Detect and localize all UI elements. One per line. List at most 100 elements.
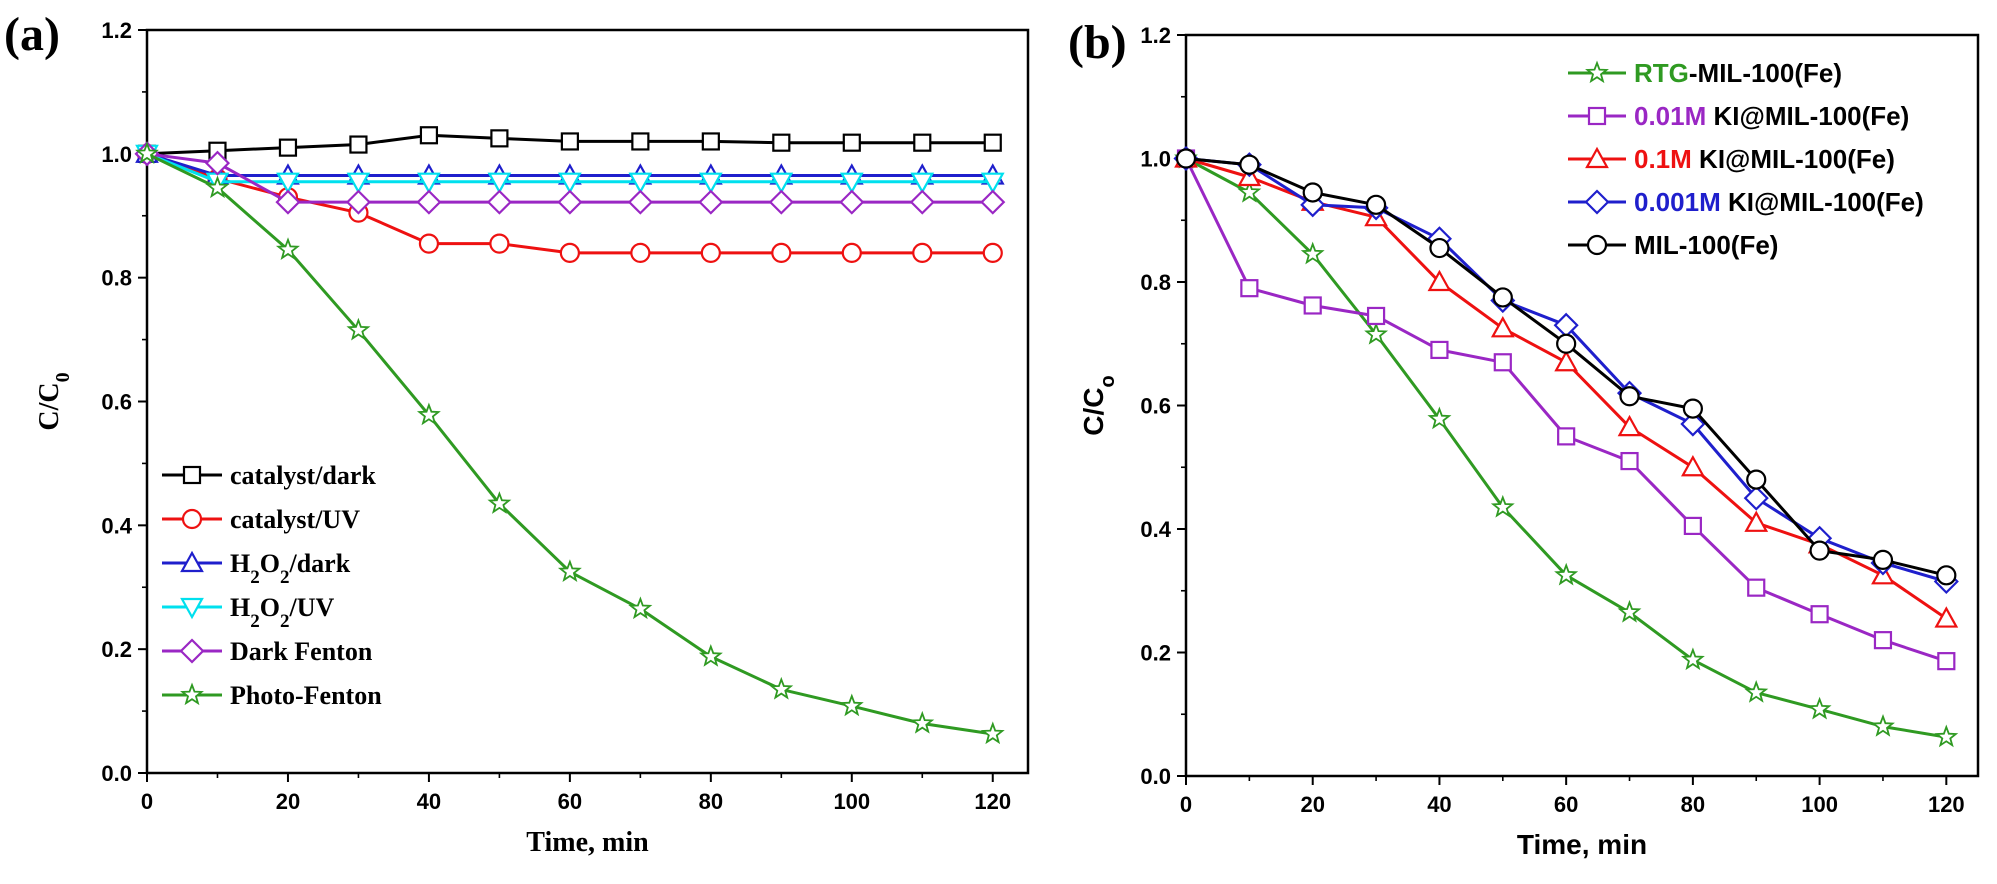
data-point (701, 132, 720, 151)
data-point (1936, 565, 1957, 586)
y-tick-label: 0.8 (101, 266, 132, 291)
y-tick-label: 1.0 (1140, 147, 1171, 172)
data-point (416, 402, 441, 426)
data-point (205, 175, 230, 199)
legend-marker (180, 597, 204, 620)
legend: RTG-MIL-100(Fe) 0.01M KI@MIL-100(Fe) 0.1M … (1568, 58, 1924, 260)
data-point (1744, 680, 1769, 703)
data-point (1619, 386, 1640, 407)
series-dark-fenton (134, 141, 1006, 215)
legend-marker (180, 550, 204, 573)
legend-label: 0.01M KI@MIL-100(Fe) (1634, 101, 1909, 131)
legend-entry: Dark Fenton (162, 637, 373, 666)
legend-entry: catalyst/dark (162, 461, 376, 490)
data-point (839, 693, 864, 717)
data-point (1872, 549, 1894, 570)
data-point (627, 189, 653, 215)
data-point (1743, 485, 1769, 511)
x-tick-label: 60 (1554, 792, 1578, 817)
data-point (980, 189, 1006, 215)
panel-b: (b) 0 20 40 60 80 100 120 0.0 0.2 0.4 0.6 0.8 1.0 1.2 T… (1068, 16, 1980, 860)
data-point (1175, 148, 1197, 169)
data-point (1556, 333, 1577, 354)
data-point (1617, 414, 1642, 437)
y-tick-label: 1.2 (1140, 23, 1171, 48)
x-tick-label: 0 (141, 789, 153, 814)
axis-ticks: 0 20 40 60 80 100 120 0.0 0.2 0.4 0.6 0.8 1.0 1.2 (101, 18, 1011, 814)
data-point (1746, 469, 1767, 490)
data-point (1364, 321, 1389, 345)
x-tick-label: 80 (1681, 792, 1705, 817)
data-point (910, 172, 935, 194)
legend-label: MIL-100(Fe) (1634, 230, 1778, 260)
legend-entry: H2O2/UV (162, 593, 334, 632)
x-axis-label: Time, min (1517, 829, 1647, 860)
x-tick-label: 0 (1180, 792, 1192, 817)
data-point (1683, 516, 1702, 536)
series-0-01m-ki-mil-100-fe- (1176, 149, 1956, 671)
data-point (631, 132, 650, 151)
data-point (983, 133, 1002, 152)
data-point (559, 242, 580, 263)
legend-label: catalyst/UV (230, 505, 360, 534)
data-point (1490, 316, 1515, 338)
series-line (1184, 157, 1947, 663)
data-point (912, 242, 933, 263)
y-tick-label: 0.0 (1140, 764, 1171, 789)
legend-entry: 0.001M KI@MIL-100(Fe) (1568, 187, 1924, 217)
series-line (1185, 157, 1948, 620)
data-point (842, 133, 861, 152)
data-point (1747, 578, 1766, 597)
data-point (1554, 350, 1579, 372)
data-point (1492, 287, 1513, 308)
panel-label: (b) (1068, 16, 1127, 69)
x-tick-label: 20 (276, 789, 300, 814)
data-point (1682, 398, 1703, 419)
legend-entry: 0.01M KI@MIL-100(Fe) (1568, 101, 1909, 131)
data-point (276, 172, 300, 194)
data-point (1302, 182, 1323, 203)
data-point (1427, 406, 1452, 430)
data-point (275, 237, 300, 260)
data-point (768, 189, 794, 215)
data-point (416, 189, 442, 215)
x-tick-label: 120 (1928, 792, 1965, 817)
legend-label: Photo-Fenton (230, 681, 382, 710)
panel-label: (a) (4, 8, 60, 61)
x-tick-label: 80 (699, 789, 723, 814)
legend-entry: RTG-MIL-100(Fe) (1568, 58, 1842, 88)
series-photo-fenton (135, 141, 1005, 745)
data-point (1870, 714, 1895, 737)
legend-entry: 0.1M KI@MIL-100(Fe) (1568, 144, 1895, 174)
data-point (769, 172, 794, 194)
data-point (419, 126, 439, 145)
data-point (418, 233, 440, 254)
x-tick-label: 120 (974, 789, 1011, 814)
legend-marker (182, 465, 202, 485)
data-point (486, 189, 512, 215)
data-point (1493, 353, 1512, 372)
data-point (1365, 194, 1387, 215)
y-tick-label: 0.0 (101, 761, 132, 786)
data-point (135, 141, 159, 164)
legend-marker (181, 508, 203, 530)
y-tick-label: 0.4 (101, 513, 132, 538)
data-point (980, 721, 1005, 745)
legend-label: catalyst/dark (230, 461, 376, 490)
x-tick-label: 40 (1427, 792, 1451, 817)
data-point (1807, 696, 1832, 720)
y-tick-label: 1.0 (101, 142, 132, 167)
data-point (1620, 451, 1639, 471)
axis-ticks: 0 20 40 60 80 100 120 0.0 0.2 0.4 0.6 0.8 1.0 1.2 (1140, 23, 1964, 817)
data-point (913, 133, 932, 152)
legend-marker (1587, 106, 1607, 126)
data-point (558, 172, 582, 194)
data-point (489, 233, 510, 254)
data-point (1937, 652, 1956, 671)
data-point (909, 189, 935, 215)
legend-label: H2O2/UV (230, 593, 334, 632)
data-point (1681, 454, 1705, 477)
series-catalyst-dark (137, 126, 1002, 163)
legend-label: Dark Fenton (230, 637, 373, 666)
